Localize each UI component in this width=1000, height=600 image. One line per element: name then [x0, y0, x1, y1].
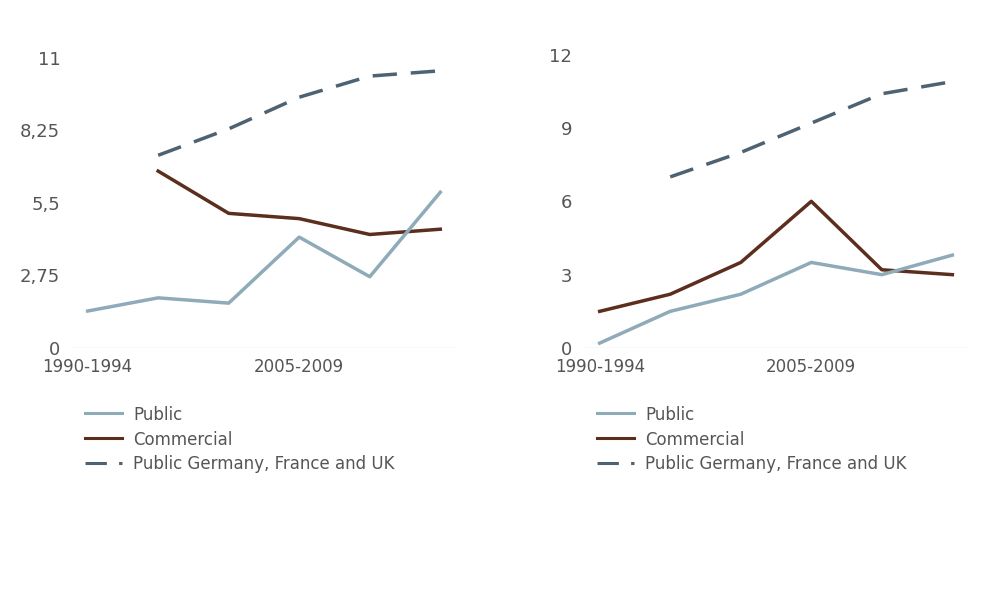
Legend: Public, Commercial, Public Germany, France and UK: Public, Commercial, Public Germany, Fran… [78, 399, 402, 480]
Legend: Public, Commercial, Public Germany, France and UK: Public, Commercial, Public Germany, Fran… [590, 399, 914, 480]
